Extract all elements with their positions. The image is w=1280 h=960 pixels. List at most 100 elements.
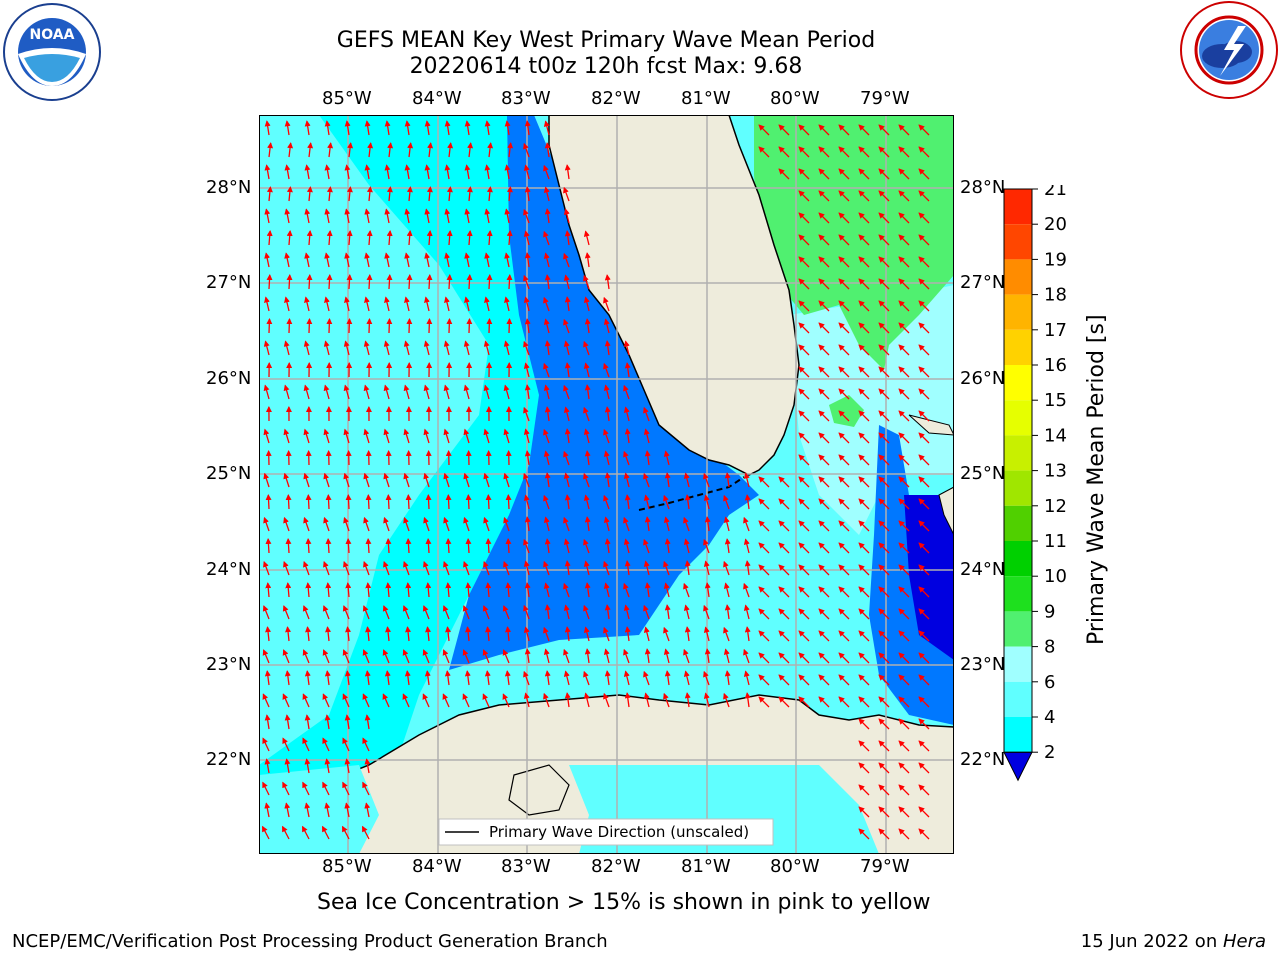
wave-direction-arrow — [744, 626, 751, 642]
wave-direction-arrow — [583, 626, 590, 642]
wave-direction-arrow — [703, 692, 710, 708]
wave-direction-arrow — [325, 582, 332, 598]
wave-direction-arrow — [485, 582, 492, 598]
wave-direction-arrow — [798, 322, 810, 334]
wave-direction-arrow — [362, 605, 370, 620]
wave-direction-arrow — [502, 605, 510, 620]
lon-label-top: 79°W — [860, 88, 910, 109]
wave-direction-arrow — [443, 516, 450, 532]
wave-direction-arrow — [484, 252, 491, 268]
map-title: GEFS MEAN Key West Primary Wave Mean Per… — [336, 28, 876, 53]
wave-direction-arrow — [603, 692, 610, 708]
wave-direction-arrow — [364, 164, 371, 180]
wave-direction-arrow — [325, 494, 332, 510]
wave-direction-arrow — [898, 146, 910, 158]
map-subtitle: 20220614 t00z 120h fcst Max: 9.68 — [409, 54, 803, 79]
wave-direction-arrow — [403, 472, 410, 488]
wave-direction-arrow — [543, 230, 550, 246]
wave-direction-arrow — [798, 124, 810, 136]
footer-machine: Hera — [1222, 931, 1266, 952]
wave-direction-arrow — [345, 538, 352, 554]
wave-direction-arrow — [798, 608, 810, 620]
wave-direction-arrow — [446, 318, 453, 334]
wave-direction-arrow — [723, 560, 730, 576]
wave-direction-arrow — [504, 164, 511, 180]
wave-direction-arrow — [858, 674, 870, 686]
wave-direction-arrow — [584, 450, 591, 466]
wave-direction-arrow — [425, 582, 432, 598]
wave-direction-arrow — [743, 516, 750, 532]
wave-direction-arrow — [878, 366, 890, 378]
wave-direction-arrow — [301, 825, 310, 840]
wave-direction-arrow — [462, 605, 470, 620]
wave-direction-arrow — [898, 784, 910, 796]
wave-direction-arrow — [798, 234, 810, 246]
wave-direction-arrow — [543, 164, 550, 180]
wave-direction-arrow — [898, 300, 910, 312]
wave-direction-arrow — [342, 737, 350, 752]
wave-direction-arrow — [284, 296, 290, 312]
wave-direction-arrow — [543, 494, 550, 510]
wave-direction-arrow — [423, 428, 430, 444]
wave-direction-arrow — [265, 538, 272, 554]
wave-direction-arrow — [406, 274, 413, 290]
wave-direction-arrow — [282, 737, 290, 752]
wave-direction-arrow — [838, 476, 850, 488]
wave-direction-arrow — [484, 120, 491, 136]
wave-direction-arrow — [918, 476, 930, 488]
wave-direction-arrow — [283, 560, 290, 576]
wave-direction-arrow — [263, 472, 270, 488]
wave-direction-arrow — [838, 586, 850, 598]
wave-direction-arrow — [898, 806, 910, 818]
wave-direction-arrow — [284, 164, 291, 180]
wave-direction-arrow — [342, 693, 350, 708]
wave-direction-arrow — [346, 318, 353, 334]
wave-direction-arrow — [918, 520, 930, 532]
wave-direction-arrow — [524, 648, 531, 664]
wave-direction-arrow — [838, 256, 850, 268]
wave-direction-arrow — [523, 494, 530, 510]
wave-direction-arrow — [523, 274, 530, 290]
wave-direction-arrow — [383, 560, 390, 576]
wave-direction-arrow — [778, 630, 790, 642]
wave-direction-arrow — [858, 498, 870, 510]
wave-direction-arrow — [284, 714, 291, 730]
wave-direction-arrow — [284, 120, 291, 136]
wave-direction-arrow — [305, 538, 312, 554]
wave-direction-arrow — [878, 454, 890, 466]
wave-direction-arrow — [524, 318, 531, 334]
wave-direction-arrow — [304, 252, 311, 268]
wave-direction-arrow — [858, 344, 870, 356]
wave-direction-arrow — [485, 538, 492, 554]
sea-period-4-6-region — [259, 115, 569, 815]
wave-direction-arrow — [683, 648, 690, 664]
wave-direction-arrow — [505, 626, 512, 642]
wave-direction-arrow — [623, 538, 630, 554]
wave-direction-arrow — [427, 142, 434, 158]
wave-direction-arrow — [284, 208, 291, 224]
wave-direction-arrow — [304, 714, 311, 730]
wave-direction-arrow — [403, 340, 410, 356]
lon-label-top: 84°W — [412, 88, 462, 109]
wave-direction-arrow — [838, 300, 850, 312]
wave-direction-arrows — [261, 120, 930, 840]
wave-direction-arrow — [798, 388, 810, 400]
wave-direction-arrow — [663, 560, 670, 576]
wave-direction-arrow — [323, 428, 330, 444]
colorbar-segment — [1004, 505, 1032, 541]
wave-direction-arrow — [918, 212, 930, 224]
wave-direction-arrow — [898, 278, 910, 290]
wave-direction-arrow — [523, 560, 530, 576]
wave-direction-arrow — [364, 120, 371, 136]
wave-direction-arrow — [445, 626, 452, 642]
colorbar-tick-label: 10 — [1044, 566, 1067, 587]
wave-direction-arrow — [603, 494, 610, 510]
wave-direction-arrow — [663, 494, 670, 510]
wave-direction-arrow — [898, 212, 910, 224]
lon-label-bottom: 84°W — [412, 856, 462, 877]
wave-direction-arrow — [778, 586, 790, 598]
wave-direction-arrow — [424, 120, 431, 136]
wave-direction-arrow — [918, 410, 930, 422]
wave-direction-arrow — [918, 652, 930, 664]
wave-direction-arrow — [564, 296, 571, 312]
